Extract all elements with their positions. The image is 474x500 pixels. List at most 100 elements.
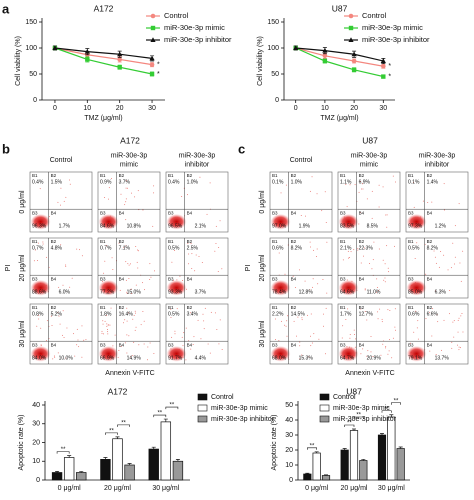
quadrant-name: B3 <box>272 210 278 215</box>
event-dot <box>83 339 85 341</box>
quadrant-value: 96.3% <box>32 223 47 229</box>
event-dot <box>137 190 139 192</box>
significance-label: ** <box>109 428 114 434</box>
event-dot <box>111 257 113 259</box>
event-dot <box>378 206 380 208</box>
quadrant-name: B2 <box>187 305 193 310</box>
chart-title: U87 <box>332 3 348 13</box>
flow-plot: B10.6% B26.6% B3 79.1% B4 13.7% <box>405 303 469 365</box>
legend-marker <box>348 37 354 42</box>
event-dot <box>347 257 349 259</box>
event-dot <box>46 320 48 322</box>
event-dot <box>388 271 390 273</box>
event-dot <box>60 187 62 189</box>
legend-swatch <box>197 404 208 412</box>
event-dot <box>457 344 459 346</box>
significance-bracket <box>56 451 70 454</box>
panel-letter: b <box>2 141 10 156</box>
event-dot <box>61 334 63 336</box>
event-dot <box>109 324 111 326</box>
quadrant-value: 97.0% <box>272 223 287 229</box>
quadrant-name: B3 <box>168 342 174 347</box>
y-tick-label: 10 <box>32 458 40 465</box>
event-dot <box>391 357 393 359</box>
event-dot <box>149 342 151 344</box>
event-dot <box>357 249 359 251</box>
event-dot <box>443 183 445 185</box>
quadrant-value: 16.4% <box>119 311 134 317</box>
significance-bracket <box>344 424 355 427</box>
quadrant-name: B4 <box>427 276 433 281</box>
event-dot <box>120 345 122 347</box>
event-dot <box>38 318 40 320</box>
event-dot <box>194 270 196 272</box>
flow-plot: B10.6% B28.2% B3 78.4% B4 12.8% <box>269 237 333 299</box>
event-dot <box>379 308 381 310</box>
event-dot <box>42 241 44 243</box>
event-dot <box>209 182 211 184</box>
quadrant-name: B2 <box>119 173 125 178</box>
error-bar <box>389 414 394 417</box>
event-dot <box>203 328 205 330</box>
event-dot <box>174 333 176 335</box>
event-dot <box>187 242 189 244</box>
event-dot <box>309 289 311 291</box>
quadrant-value: 4.8% <box>51 245 63 251</box>
event-dot <box>76 328 78 330</box>
column-header: Control <box>290 157 313 164</box>
event-dot <box>215 225 217 227</box>
quadrant-name: B2 <box>119 239 125 244</box>
legend-label: miR-30e-3p mimic <box>333 405 390 412</box>
quadrant-name: B2 <box>51 239 57 244</box>
event-dot <box>381 318 383 320</box>
x-tick-label: 0 μg/ml <box>305 485 329 492</box>
event-dot <box>453 320 455 322</box>
event-dot <box>316 193 318 195</box>
significance-label: ** <box>157 411 162 417</box>
event-dot <box>297 316 299 318</box>
event-dot <box>416 242 418 244</box>
event-dot <box>78 346 80 348</box>
event-cluster <box>270 346 291 362</box>
error-bar <box>79 471 84 473</box>
error-bar <box>342 448 347 450</box>
series-line <box>295 47 384 62</box>
event-dot <box>453 336 455 338</box>
panel-letter: a <box>2 1 10 16</box>
x-tick-label: 0 μg/ml <box>58 485 82 492</box>
event-dot <box>377 318 379 320</box>
event-dot <box>443 254 445 256</box>
event-dot <box>153 185 155 187</box>
legend-swatch <box>319 404 330 412</box>
event-dot <box>39 188 41 190</box>
y-tick-label: 100 <box>267 45 279 52</box>
event-cluster <box>338 346 359 362</box>
significance-bracket <box>165 406 179 410</box>
quadrant-name: B2 <box>119 305 125 310</box>
event-dot <box>125 245 127 247</box>
quadrant-name: B1 <box>32 173 38 178</box>
event-dot <box>202 313 204 315</box>
event-cluster <box>338 214 359 230</box>
event-dot <box>431 201 433 203</box>
event-dot <box>294 286 296 288</box>
event-dot <box>42 243 44 245</box>
event-dot <box>130 263 132 265</box>
event-dot <box>357 247 359 249</box>
event-dot <box>198 256 200 258</box>
event-dot <box>203 320 205 322</box>
flow-plot: B10.5% B23.4% B3 91.7% B4 4.4% <box>165 303 229 365</box>
event-dot <box>36 259 38 261</box>
quadrant-name: B3 <box>272 276 278 281</box>
marker <box>322 58 328 64</box>
event-dot <box>128 335 130 337</box>
legend-label: miR-30e-3p inhibitor <box>362 35 430 44</box>
event-dot <box>65 264 67 266</box>
quadrant-name: B3 <box>168 210 174 215</box>
event-dot <box>53 355 55 357</box>
event-dot <box>389 339 391 341</box>
event-dot <box>132 355 134 357</box>
quadrant-value: 10.8% <box>127 223 142 229</box>
event-dot <box>417 320 419 322</box>
quadrant-name: B4 <box>187 210 193 215</box>
